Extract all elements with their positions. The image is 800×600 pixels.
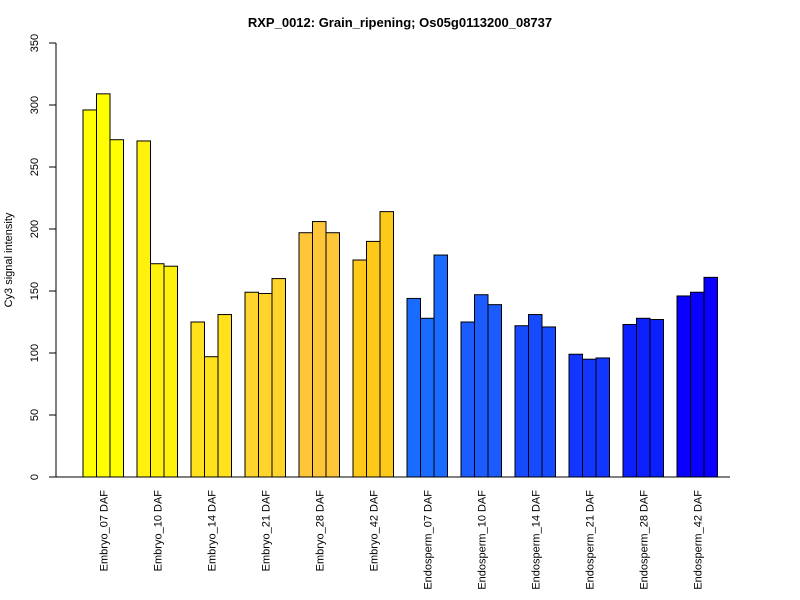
category-label: Embryo_10 DAF: [152, 490, 164, 572]
bar: [622, 323, 637, 478]
bar: [420, 317, 435, 478]
y-tick-label: 300: [29, 96, 41, 114]
bar: [514, 325, 529, 478]
bar: [109, 139, 124, 478]
bar: [163, 265, 178, 478]
bars: [82, 93, 718, 478]
bar: [528, 314, 543, 478]
category-label: Embryo_28 DAF: [314, 490, 326, 572]
bar: [82, 109, 97, 478]
bar: [433, 254, 448, 478]
bar: [150, 263, 165, 478]
category-label: Embryo_21 DAF: [260, 490, 272, 572]
bar: [460, 321, 475, 478]
y-tick-label: 150: [29, 282, 41, 300]
bar: [690, 291, 705, 478]
bar: [204, 356, 219, 478]
y-tick-label: 350: [29, 34, 41, 52]
bar: [649, 319, 664, 478]
bar: [244, 291, 259, 478]
bar: [379, 211, 394, 478]
bar: [366, 240, 381, 478]
category-label: Endosperm_07 DAF: [422, 490, 434, 590]
bar: [474, 294, 489, 478]
category-label: Endosperm_28 DAF: [638, 490, 650, 590]
bar: [703, 276, 718, 478]
bar: [136, 140, 151, 478]
y-ticks: 0 50 100 150 200 250 300 350: [29, 34, 56, 480]
category-label: Endosperm_21 DAF: [584, 490, 596, 590]
category-labels: Embryo_07 DAF Embryo_10 DAF Embryo_14 DAF E…: [98, 490, 704, 590]
y-tick-label: 100: [29, 344, 41, 362]
bar: [325, 232, 340, 478]
chart-title: RXP_0012: Grain_ripening; Os05g0113200_0…: [248, 15, 552, 30]
bar: [298, 232, 313, 478]
bar: [595, 357, 610, 478]
category-label: Embryo_42 DAF: [368, 490, 380, 572]
bar: [271, 278, 286, 478]
y-tick-label: 250: [29, 158, 41, 176]
bar: [96, 93, 111, 478]
bar: [217, 314, 232, 478]
category-label: Embryo_07 DAF: [98, 490, 110, 572]
y-tick-label: 0: [29, 474, 41, 480]
category-label: Endosperm_10 DAF: [476, 490, 488, 590]
category-label: Embryo_14 DAF: [206, 490, 218, 572]
bar: [541, 326, 556, 478]
bar: [568, 353, 583, 478]
bar: [406, 297, 421, 478]
bar: [636, 317, 651, 478]
y-axis-label: Cy3 signal intensity: [3, 212, 15, 307]
bar: [582, 358, 597, 478]
bar: [190, 321, 205, 478]
bar: [676, 295, 691, 478]
y-tick-label: 200: [29, 220, 41, 238]
bar: [312, 221, 327, 478]
category-label: Endosperm_42 DAF: [692, 490, 704, 590]
category-label: Endosperm_14 DAF: [530, 490, 542, 590]
bar: [258, 292, 273, 478]
bar: [352, 259, 367, 478]
bar: [487, 304, 502, 478]
y-tick-label: 50: [29, 409, 41, 421]
